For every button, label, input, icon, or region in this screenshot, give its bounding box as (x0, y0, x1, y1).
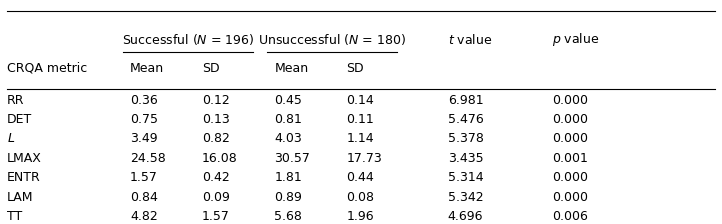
Text: 0.09: 0.09 (202, 191, 230, 204)
Text: $\it{L}$: $\it{L}$ (7, 132, 15, 145)
Text: 0.44: 0.44 (347, 171, 374, 184)
Text: 5.378: 5.378 (448, 132, 484, 145)
Text: 0.81: 0.81 (274, 113, 303, 126)
Text: 3.435: 3.435 (448, 152, 483, 165)
Text: LMAX: LMAX (7, 152, 42, 165)
Text: Unsuccessful ($\it{N}$ = 180): Unsuccessful ($\it{N}$ = 180) (258, 32, 406, 47)
Text: 1.57: 1.57 (130, 171, 158, 184)
Text: SD: SD (202, 62, 219, 75)
Text: 5.68: 5.68 (274, 210, 303, 223)
Text: CRQA metric: CRQA metric (7, 62, 87, 75)
Text: 0.000: 0.000 (552, 191, 588, 204)
Text: SD: SD (347, 62, 364, 75)
Text: 0.000: 0.000 (552, 113, 588, 126)
Text: 3.49: 3.49 (130, 132, 157, 145)
Text: 4.03: 4.03 (274, 132, 302, 145)
Text: 0.75: 0.75 (130, 113, 158, 126)
Text: 0.12: 0.12 (202, 94, 230, 107)
Text: 1.14: 1.14 (347, 132, 374, 145)
Text: 0.14: 0.14 (347, 94, 374, 107)
Text: 0.13: 0.13 (202, 113, 230, 126)
Text: 0.36: 0.36 (130, 94, 157, 107)
Text: 0.89: 0.89 (274, 191, 303, 204)
Text: TT: TT (7, 210, 22, 223)
Text: 0.42: 0.42 (202, 171, 230, 184)
Text: 24.58: 24.58 (130, 152, 166, 165)
Text: DET: DET (7, 113, 32, 126)
Text: 4.696: 4.696 (448, 210, 483, 223)
Text: 0.000: 0.000 (552, 94, 588, 107)
Text: 0.001: 0.001 (552, 152, 588, 165)
Text: 0.82: 0.82 (202, 132, 230, 145)
Text: 0.006: 0.006 (552, 210, 588, 223)
Text: $\it{t}$ value: $\it{t}$ value (448, 33, 492, 47)
Text: 0.45: 0.45 (274, 94, 303, 107)
Text: $\it{p}$ value: $\it{p}$ value (552, 31, 600, 48)
Text: 16.08: 16.08 (202, 152, 238, 165)
Text: LAM: LAM (7, 191, 34, 204)
Text: 5.314: 5.314 (448, 171, 483, 184)
Text: 17.73: 17.73 (347, 152, 383, 165)
Text: 1.96: 1.96 (347, 210, 374, 223)
Text: 5.342: 5.342 (448, 191, 483, 204)
Text: Mean: Mean (274, 62, 308, 75)
Text: 4.82: 4.82 (130, 210, 157, 223)
Text: 0.000: 0.000 (552, 132, 588, 145)
Text: 5.476: 5.476 (448, 113, 484, 126)
Text: Successful ($\it{N}$ = 196): Successful ($\it{N}$ = 196) (121, 32, 254, 47)
Text: RR: RR (7, 94, 25, 107)
Text: 0.84: 0.84 (130, 191, 158, 204)
Text: 0.11: 0.11 (347, 113, 374, 126)
Text: 6.981: 6.981 (448, 94, 483, 107)
Text: 0.08: 0.08 (347, 191, 375, 204)
Text: 1.81: 1.81 (274, 171, 302, 184)
Text: Mean: Mean (130, 62, 164, 75)
Text: ENTR: ENTR (7, 171, 41, 184)
Text: 1.57: 1.57 (202, 210, 230, 223)
Text: 30.57: 30.57 (274, 152, 310, 165)
Text: 0.000: 0.000 (552, 171, 588, 184)
